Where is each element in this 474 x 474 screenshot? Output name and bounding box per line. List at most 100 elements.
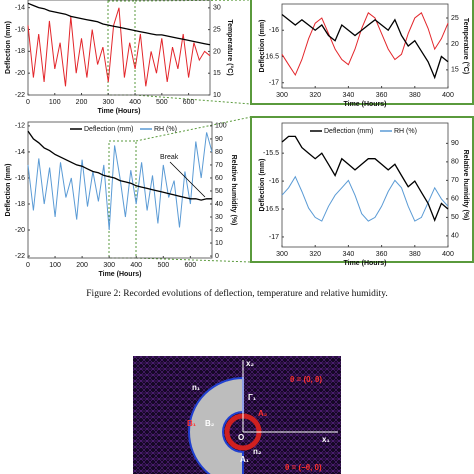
y-tick-label: -16 — [15, 175, 25, 182]
zoom-region — [107, 0, 136, 96]
y-tick-label: -16 — [15, 26, 25, 33]
x-axis-label: Time (Hours) — [343, 260, 386, 267]
annotation: Break — [160, 154, 179, 161]
x-axis-label: Time (Hours) — [343, 101, 386, 108]
y2-axis-label: Relative humidity (%) — [462, 150, 469, 221]
y2-tick-label: 80 — [215, 149, 223, 156]
x-tick-label: 340 — [343, 251, 355, 258]
data-line — [27, 7, 211, 87]
x-tick-label: 0 — [26, 99, 30, 106]
legend-label: RH (%) — [394, 128, 417, 135]
y2-tick-label: 30 — [215, 214, 223, 221]
label: B₁ — [187, 419, 197, 428]
x-axis-label: Time (Hours) — [97, 108, 140, 115]
y-tick-label: -15.5 — [263, 150, 279, 157]
x-tick-label: 600 — [183, 99, 195, 106]
zoom-connector — [135, 116, 252, 142]
label: A₁ — [240, 455, 250, 464]
y2-tick-label: 25 — [213, 26, 221, 33]
y2-tick-label: 10 — [215, 240, 223, 247]
y-tick-label: -14 — [15, 4, 25, 11]
label: O — [238, 433, 244, 442]
x-tick-label: 100 — [49, 99, 61, 106]
x-tick-label: 320 — [309, 251, 321, 258]
y2-tick-label: 25 — [451, 15, 459, 22]
y2-tick-label: 60 — [215, 175, 223, 182]
y2-tick-label: 60 — [451, 196, 459, 203]
y2-tick-label: 100 — [215, 123, 227, 130]
x-tick-label: 380 — [409, 251, 421, 258]
y-axis-label: Deflection (mm) — [259, 159, 266, 212]
y2-tick-label: 50 — [451, 214, 459, 221]
zoom-frame — [250, 0, 474, 105]
y2-tick-label: 70 — [215, 162, 223, 169]
y-tick-label: -22 — [15, 92, 25, 99]
y2-tick-label: 20 — [215, 227, 223, 234]
y2-tick-label: 0 — [215, 253, 219, 260]
plot-frame — [27, 0, 211, 96]
y-tick-label: -18 — [15, 48, 25, 55]
zoom-connector — [134, 94, 252, 105]
y-axis-label: Deflection (mm) — [5, 164, 12, 217]
label: θ = (0, θ) — [290, 375, 322, 384]
label: θ = (−θ, 0) — [285, 463, 322, 472]
x-tick-label: 360 — [376, 92, 388, 99]
x-tick-label: 400 — [130, 262, 142, 269]
x-tick-label: 400 — [129, 99, 141, 106]
x-tick-label: 300 — [103, 262, 115, 269]
y2-axis-label: Temperature (°C) — [226, 19, 234, 75]
y2-tick-label: 40 — [451, 233, 459, 240]
x-tick-label: 600 — [185, 262, 197, 269]
plot-frame — [281, 3, 449, 89]
label: B₂ — [205, 419, 215, 428]
y-tick-label: -20 — [15, 227, 25, 234]
y-tick-label: -16.5 — [263, 206, 279, 213]
data-line — [281, 175, 449, 222]
x-tick-label: 200 — [76, 262, 88, 269]
figure-3: x₂ θ = (0, θ) n₁ Γ₁ A₂ O x₁ B₂ B₁ A₁ n₂ … — [133, 356, 341, 474]
x-tick-label: 320 — [309, 92, 321, 99]
label: n₁ — [192, 383, 201, 392]
y2-tick-label: 70 — [451, 177, 459, 184]
label: x₂ — [246, 359, 254, 368]
data-line — [27, 2, 211, 46]
y-tick-label: -20 — [15, 70, 25, 77]
y2-tick-label: 40 — [215, 201, 223, 208]
y2-tick-label: 20 — [451, 41, 459, 48]
data-line — [27, 132, 213, 231]
annotation-arrow — [169, 161, 206, 198]
x-tick-label: 300 — [102, 99, 114, 106]
y2-tick-label: 15 — [213, 70, 221, 77]
x-tick-label: 200 — [76, 99, 88, 106]
x-tick-label: 100 — [49, 262, 61, 269]
y2-tick-label: 80 — [451, 159, 459, 166]
label: x₁ — [322, 435, 330, 444]
annulus — [188, 376, 244, 474]
y-tick-label: -12 — [15, 123, 25, 130]
x-axis-label: Time (Hours) — [98, 271, 141, 278]
data-line — [281, 12, 449, 77]
label: n₂ — [253, 447, 262, 456]
zoom-connector — [135, 257, 252, 263]
y-tick-label: -14 — [15, 149, 25, 156]
caption: Figure 2: Recorded evolutions of deflect… — [86, 288, 387, 299]
y2-axis-label: Temperature (°C) — [462, 18, 470, 74]
y-tick-label: -22 — [15, 253, 25, 260]
x-tick-label: 300 — [276, 251, 288, 258]
y2-tick-label: 90 — [215, 136, 223, 143]
data-line — [281, 135, 449, 222]
plot-frame — [27, 121, 213, 259]
x-tick-label: 340 — [343, 92, 355, 99]
data-line — [281, 13, 449, 80]
y-tick-label: -16 — [269, 178, 279, 185]
y2-tick-label: 15 — [451, 67, 459, 74]
x-tick-label: 360 — [376, 251, 388, 258]
y-axis-label: Deflection (mm) — [259, 20, 266, 73]
label: A₂ — [258, 409, 268, 418]
legend-label: RH (%) — [154, 126, 177, 133]
x-tick-label: 0 — [26, 262, 30, 269]
x-tick-label: 380 — [409, 92, 421, 99]
x-tick-label: 500 — [156, 99, 168, 106]
zoom-connector — [134, 0, 252, 2]
